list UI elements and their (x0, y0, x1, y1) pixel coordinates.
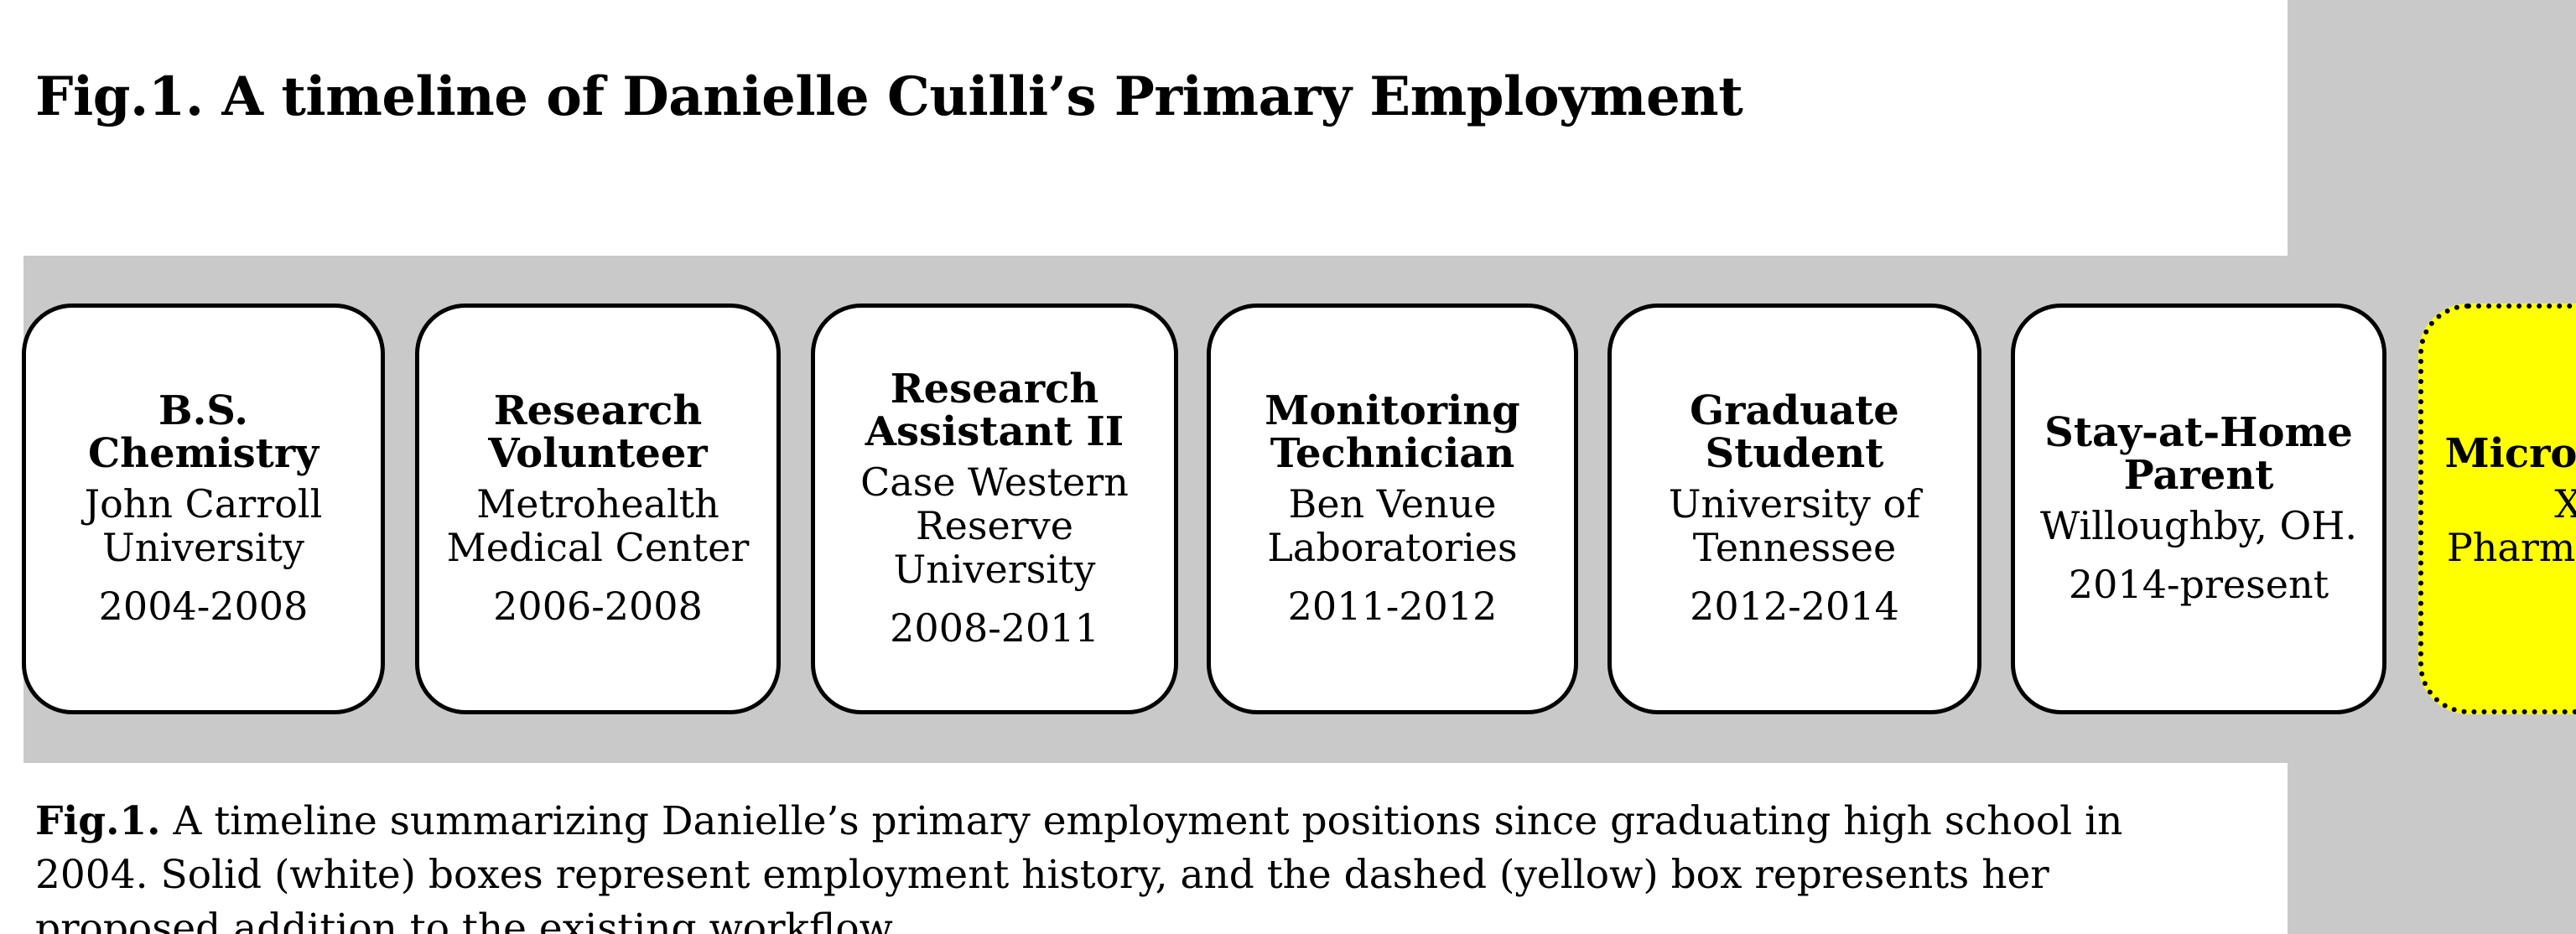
box-dates: 2014-present (2068, 562, 2329, 607)
timeline-box-graduate-student: Graduate Student University of Tennessee… (1607, 304, 1981, 714)
box-dates: 2011-2012 (1287, 584, 1498, 629)
box-organization: Willoughby, OH. (2039, 503, 2358, 548)
box-dates: 2004-2008 (98, 584, 309, 629)
timeline-box-research-assistant: Research Assistant II Case Western Reser… (811, 304, 1178, 714)
box-role: Graduate Student (1690, 387, 1899, 477)
timeline-box-research-volunteer: Research Volunteer Metrohealth Medical C… (415, 304, 781, 714)
box-dates: 2012-2014 (1690, 584, 1899, 629)
box-role: B.S. Chemistry (87, 387, 319, 477)
box-role: Monitoring Technician (1265, 387, 1520, 477)
box-organization: University of Tennessee (1668, 481, 1921, 570)
box-organization: Ben Venue Laboratories (1267, 481, 1518, 570)
caption-lead: Fig.1. (35, 798, 161, 844)
box-organization: Case Western Reserve University (860, 459, 1129, 592)
box-organization: Metrohealth Medical Center (446, 481, 750, 570)
timeline-box-proposed-position: Microbiologist Xellia Pharmaceuticals (2418, 304, 2576, 714)
box-role: Microbiologist (2444, 430, 2576, 477)
box-role: Stay-at-Home Parent (2044, 409, 2353, 499)
timeline-box-monitoring-technician: Monitoring Technician Ben Venue Laborato… (1207, 304, 1578, 714)
figure-caption: Fig.1. A timeline summarizing Danielle’s… (35, 795, 2148, 934)
box-role: Research Assistant II (865, 366, 1124, 455)
box-role: Research Volunteer (488, 387, 708, 477)
box-dates: 2008-2011 (890, 605, 1099, 651)
box-organization: Xellia Pharmaceuticals (2446, 481, 2576, 570)
timeline-box-bs-chemistry: B.S. Chemistry John Carroll University 2… (22, 304, 385, 714)
box-organization: John Carroll University (84, 481, 323, 570)
figure-title: Fig.1. A timeline of Danielle Cuilli’s P… (35, 65, 1743, 128)
box-dates: 2006-2008 (493, 584, 703, 629)
caption-text: A timeline summarizing Danielle’s primar… (35, 798, 2123, 934)
timeline-box-stay-at-home-parent: Stay-at-Home Parent Willoughby, OH. 2014… (2011, 304, 2386, 714)
